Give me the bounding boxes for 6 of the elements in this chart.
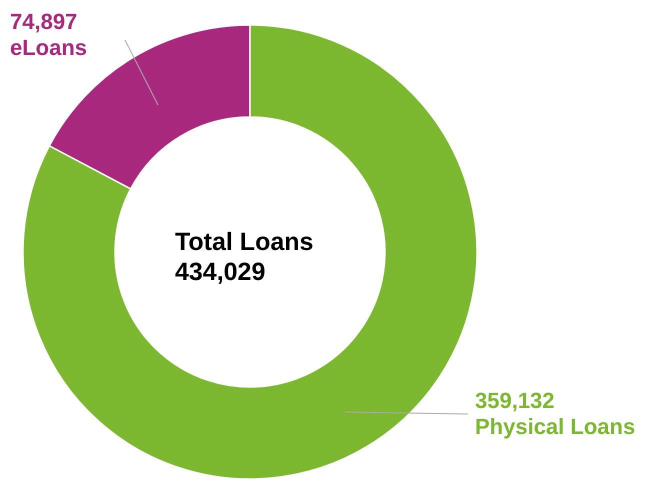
slice-label: Physical Loans [475,414,636,439]
data-label: 74,897 [10,9,78,34]
slice-label: eLoans [10,35,88,60]
text: Total Loans [175,228,314,256]
text: 434,029 [175,258,266,286]
data-label: 359,132 [475,388,555,413]
